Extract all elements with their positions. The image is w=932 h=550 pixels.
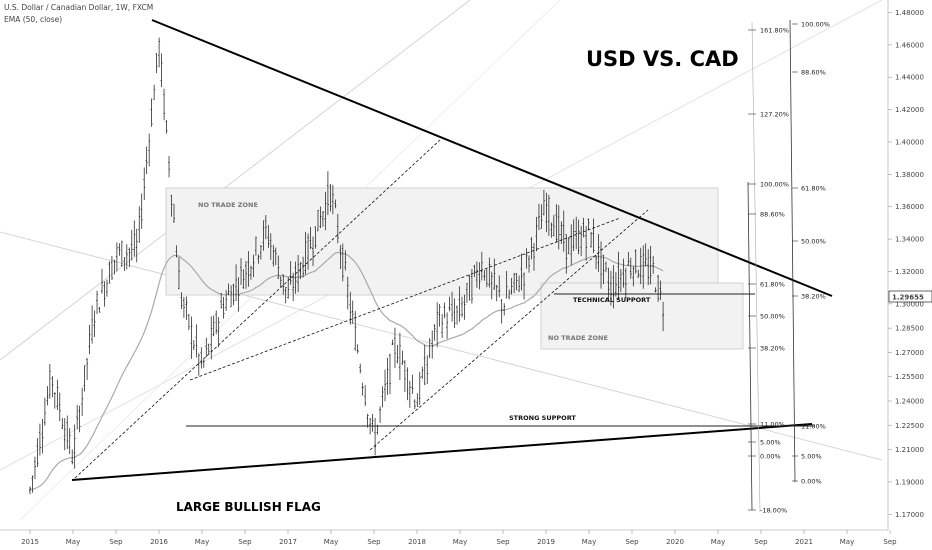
y-tick-label: 1.40000 <box>895 138 924 146</box>
x-axis-ticks: 2015 May Sep 2016 May Sep 2017 May Sep 2018 May Sep… <box>21 530 897 546</box>
candles <box>29 37 665 495</box>
x-tick-label: 2021 <box>795 538 813 546</box>
fib-left-label: 127.20% <box>760 111 789 119</box>
y-tick-label: 1.38000 <box>895 171 924 179</box>
lower-trendline <box>71 423 813 481</box>
x-tick-label: Sep <box>238 538 252 546</box>
y-tick-label: 1.32000 <box>895 268 924 276</box>
x-tick-label: 2016 <box>150 538 168 546</box>
large-bullish-flag-label: LARGE BULLISH FLAG <box>176 500 321 514</box>
fib-left-label: 50.00% <box>760 313 785 321</box>
x-tick-label: May <box>195 538 209 546</box>
fib-right-connector <box>789 19 796 483</box>
ema-line <box>29 251 664 491</box>
y-tick-label: 1.19000 <box>895 478 924 486</box>
y-tick-label: 1.44000 <box>895 74 924 82</box>
fib-left-label: 11.00% <box>760 421 785 429</box>
x-tick-label: 2020 <box>666 538 684 546</box>
channel-line-1 <box>74 139 441 479</box>
y-tick-label: 1.42000 <box>895 106 924 114</box>
y-tick-label: 1.34000 <box>895 236 924 244</box>
fib-left-label: -18.00% <box>760 507 787 515</box>
fib-right-label: 11.00% <box>801 423 826 431</box>
bg-diagonal-3 <box>0 231 883 461</box>
y-tick-label: 1.21000 <box>895 446 924 454</box>
last-price-label: 1.29655 <box>892 294 924 302</box>
fib-right-label: 38.20% <box>801 293 826 301</box>
fib-right-label: 61.80% <box>801 185 826 193</box>
x-tick-label: Sep <box>625 538 639 546</box>
y-tick-label: 1.22500 <box>895 422 924 430</box>
x-tick-label: May <box>66 538 80 546</box>
fib-left-label: 5.00% <box>760 439 781 447</box>
fib-right-label: 88.60% <box>801 69 826 77</box>
indicator-header: EMA (50, close) <box>4 15 63 24</box>
fib-left-label: 161.80% <box>760 27 789 35</box>
y-tick-label: 1.25500 <box>895 373 924 381</box>
x-tick-label: May <box>711 538 725 546</box>
channel-line-3 <box>369 209 649 451</box>
fib-left-label: 0.00% <box>760 453 781 461</box>
y-tick-label: 1.48000 <box>895 9 924 17</box>
y-tick-label: 1.30000 <box>895 300 924 308</box>
fib-levels-left: 161.80% 127.20% 100.00% 88.60% 61.80% 50.00% 3… <box>748 27 789 515</box>
strong-support-label: STRONG SUPPORT <box>509 414 576 422</box>
y-tick-label: 1.17000 <box>895 511 924 519</box>
y-tick-label: 1.36000 <box>895 203 924 211</box>
fib-levels-right: 100.00% 88.60% 61.80% 50.00% 38.20% 11.00% 5.0… <box>792 21 830 486</box>
channel-line-2 <box>189 217 621 381</box>
x-tick-label: 2018 <box>408 538 426 546</box>
x-tick-label: 2019 <box>537 538 555 546</box>
x-tick-label: Sep <box>754 538 768 546</box>
x-tick-label: Sep <box>367 538 381 546</box>
x-tick-label: Sep <box>883 538 897 546</box>
fib-right-label: 100.00% <box>801 21 830 29</box>
fib-left-label: 38.20% <box>760 345 785 353</box>
x-tick-label: 2017 <box>279 538 297 546</box>
y-tick-label: 1.27000 <box>895 349 924 357</box>
no-trade-zone-label-2: NO TRADE ZONE <box>548 334 608 342</box>
fib-left-label: 61.80% <box>760 281 785 289</box>
x-tick-label: May <box>840 538 854 546</box>
y-tick-label: 1.24000 <box>895 397 924 405</box>
fib-right-label: 50.00% <box>801 238 826 246</box>
x-tick-label: 2015 <box>21 538 39 546</box>
symbol-header: U.S. Dollar / Canadian Dollar, 1W, FXCM <box>4 3 154 12</box>
fib-right-label: 5.00% <box>801 453 822 461</box>
last-price-tag <box>888 290 932 303</box>
fib-left-guide <box>751 21 761 513</box>
fib-right-label: 0.00% <box>801 478 822 486</box>
y-tick-label: 1.28500 <box>895 325 924 333</box>
ema-50-line <box>29 251 664 491</box>
x-tick-label: Sep <box>496 538 510 546</box>
x-tick-label: May <box>453 538 467 546</box>
fib-left-connector <box>747 181 753 511</box>
no-trade-zone-label-1: NO TRADE ZONE <box>198 201 258 209</box>
technical-support-label: TECHNICAL SUPPORT <box>573 296 651 304</box>
x-tick-label: May <box>324 538 338 546</box>
bg-diagonal-1 <box>0 0 471 361</box>
chart-title: USD VS. CAD <box>586 47 739 71</box>
upper-trendline <box>151 19 833 297</box>
y-axis-ticks: 1.48000 1.46000 1.44000 1.42000 1.40000 1.380… <box>888 9 924 519</box>
x-tick-label: May <box>582 538 596 546</box>
fib-left-label: 100.00% <box>760 181 789 189</box>
x-tick-label: Sep <box>109 538 123 546</box>
fib-left-label: 88.60% <box>760 211 785 219</box>
y-tick-label: 1.46000 <box>895 41 924 49</box>
